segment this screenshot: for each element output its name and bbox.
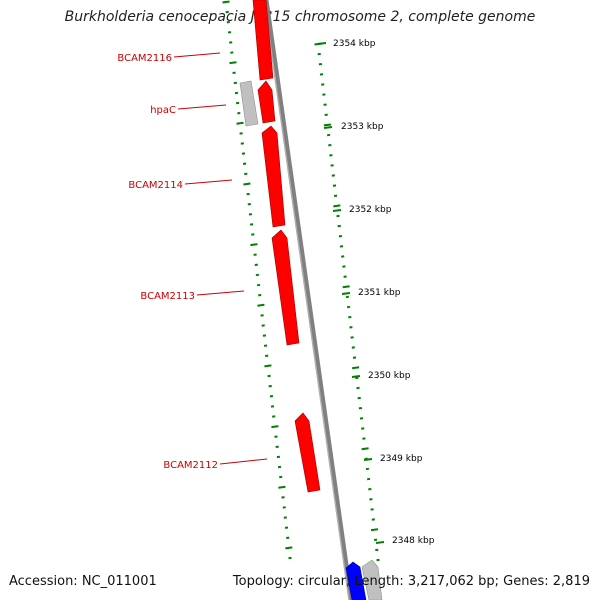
gene-hpaC[interactable] — [257, 80, 276, 124]
gc-skew-tick — [285, 546, 293, 550]
gc-skew-tick — [359, 417, 364, 420]
gene-label-hpaC[interactable]: hpaC — [150, 105, 176, 116]
scale-label-2351: 2351 kbp — [358, 288, 401, 298]
gene-gray-feature-2[interactable] — [361, 559, 383, 600]
gc-skew-tick — [229, 61, 237, 65]
gc-skew-tick — [342, 285, 350, 289]
scale-tick — [363, 458, 373, 461]
gc-skew-tick — [250, 243, 258, 247]
scale-tick — [323, 126, 333, 129]
gene-gray-feature-1[interactable] — [239, 80, 259, 127]
gc-skew-tick — [268, 384, 272, 388]
chromosome-backbone — [263, 0, 354, 600]
gc-skew-tick — [255, 273, 260, 277]
accession-label: Accession: NC_011001 — [9, 574, 157, 589]
gc-skew-tick — [271, 425, 279, 429]
scale-label-2348: 2348 kbp — [392, 536, 435, 546]
gc-skew-ticks-inner — [222, 0, 293, 560]
gc-skew-tick — [333, 204, 341, 208]
gc-skew-tick — [346, 305, 351, 309]
scale-tick — [351, 375, 361, 378]
scale-tick — [332, 209, 342, 212]
gene-label-group-BCAM2113: BCAM2113 — [140, 290, 245, 302]
gc-skew-tick — [345, 295, 350, 299]
gene-BCAM2113[interactable] — [271, 229, 300, 346]
scale-label-2354: 2354 kbp — [333, 39, 376, 49]
gc-skew-tick — [230, 51, 234, 54]
gc-skew-tick — [242, 162, 247, 165]
gene-label-group-hpaC: hpaC — [150, 104, 227, 116]
gc-skew-tick — [282, 506, 286, 509]
gene-label-group-BCAM2116: BCAM2116 — [117, 52, 221, 64]
gene-leader-line — [184, 179, 233, 185]
gene-label-BCAM2114[interactable]: BCAM2114 — [128, 180, 183, 191]
gc-skew-ticks-outer — [314, 42, 380, 562]
gc-skew-tick — [323, 123, 332, 127]
scale-tick — [317, 42, 327, 45]
gene-leader-line — [219, 458, 268, 465]
scale-label-2353: 2353 kbp — [341, 122, 384, 132]
scale-label-2350: 2350 kbp — [368, 371, 411, 381]
gc-skew-tick — [281, 496, 285, 499]
gc-skew-tick — [257, 303, 265, 307]
gc-skew-tick — [319, 73, 324, 76]
gc-skew-tick — [264, 364, 272, 368]
gc-skew-tick — [278, 485, 286, 489]
gc-skew-tick — [366, 477, 371, 481]
gene-leader-line — [177, 104, 227, 110]
gc-skew-tick — [244, 172, 248, 176]
gene-BCAM2116[interactable] — [252, 0, 274, 81]
gc-skew-tick — [222, 0, 230, 4]
gene-label-BCAM2113[interactable]: BCAM2113 — [140, 291, 195, 302]
gc-skew-tick — [256, 283, 261, 287]
gc-skew-tick — [243, 182, 251, 186]
scale-label-2349: 2349 kbp — [380, 454, 423, 464]
scale-label-2352: 2352 kbp — [349, 205, 392, 215]
gc-skew-tick — [365, 467, 370, 471]
backbone-line — [263, 0, 354, 600]
map-title: Burkholderia cenocepacia J2315 chromosom… — [64, 9, 536, 25]
gene-blue-reverse[interactable] — [345, 561, 367, 600]
gc-skew-tick — [361, 447, 369, 451]
gene-BCAM2112[interactable] — [294, 412, 321, 493]
topology-summary: Topology: circular; Length: 3,217,062 bp… — [232, 574, 590, 589]
gene-label-BCAM2116[interactable]: BCAM2116 — [117, 53, 172, 64]
gene-label-group-BCAM2112: BCAM2112 — [163, 458, 268, 471]
gc-skew-tick — [339, 245, 344, 248]
scale-tick — [341, 292, 351, 295]
gc-skew-tick — [352, 356, 357, 359]
gene-leader-line — [173, 52, 221, 58]
gc-skew-tick — [326, 133, 331, 137]
gc-skew-tick — [370, 528, 379, 532]
gene-label-group-BCAM2114: BCAM2114 — [128, 179, 233, 191]
gene-leader-line — [196, 290, 245, 296]
gene-BCAM2114[interactable] — [261, 125, 286, 228]
scale-labels: 2354 kbp 2353 kbp 2352 kbp 2351 kbp 2350… — [317, 39, 435, 546]
gene-label-BCAM2112[interactable]: BCAM2112 — [163, 460, 218, 471]
gc-skew-tick — [351, 366, 360, 370]
backbone-highlight — [263, 0, 350, 600]
scale-tick — [375, 541, 385, 544]
gc-skew-tick — [236, 121, 244, 125]
gc-skew-tick — [332, 184, 337, 187]
gc-skew-tick — [269, 395, 274, 398]
